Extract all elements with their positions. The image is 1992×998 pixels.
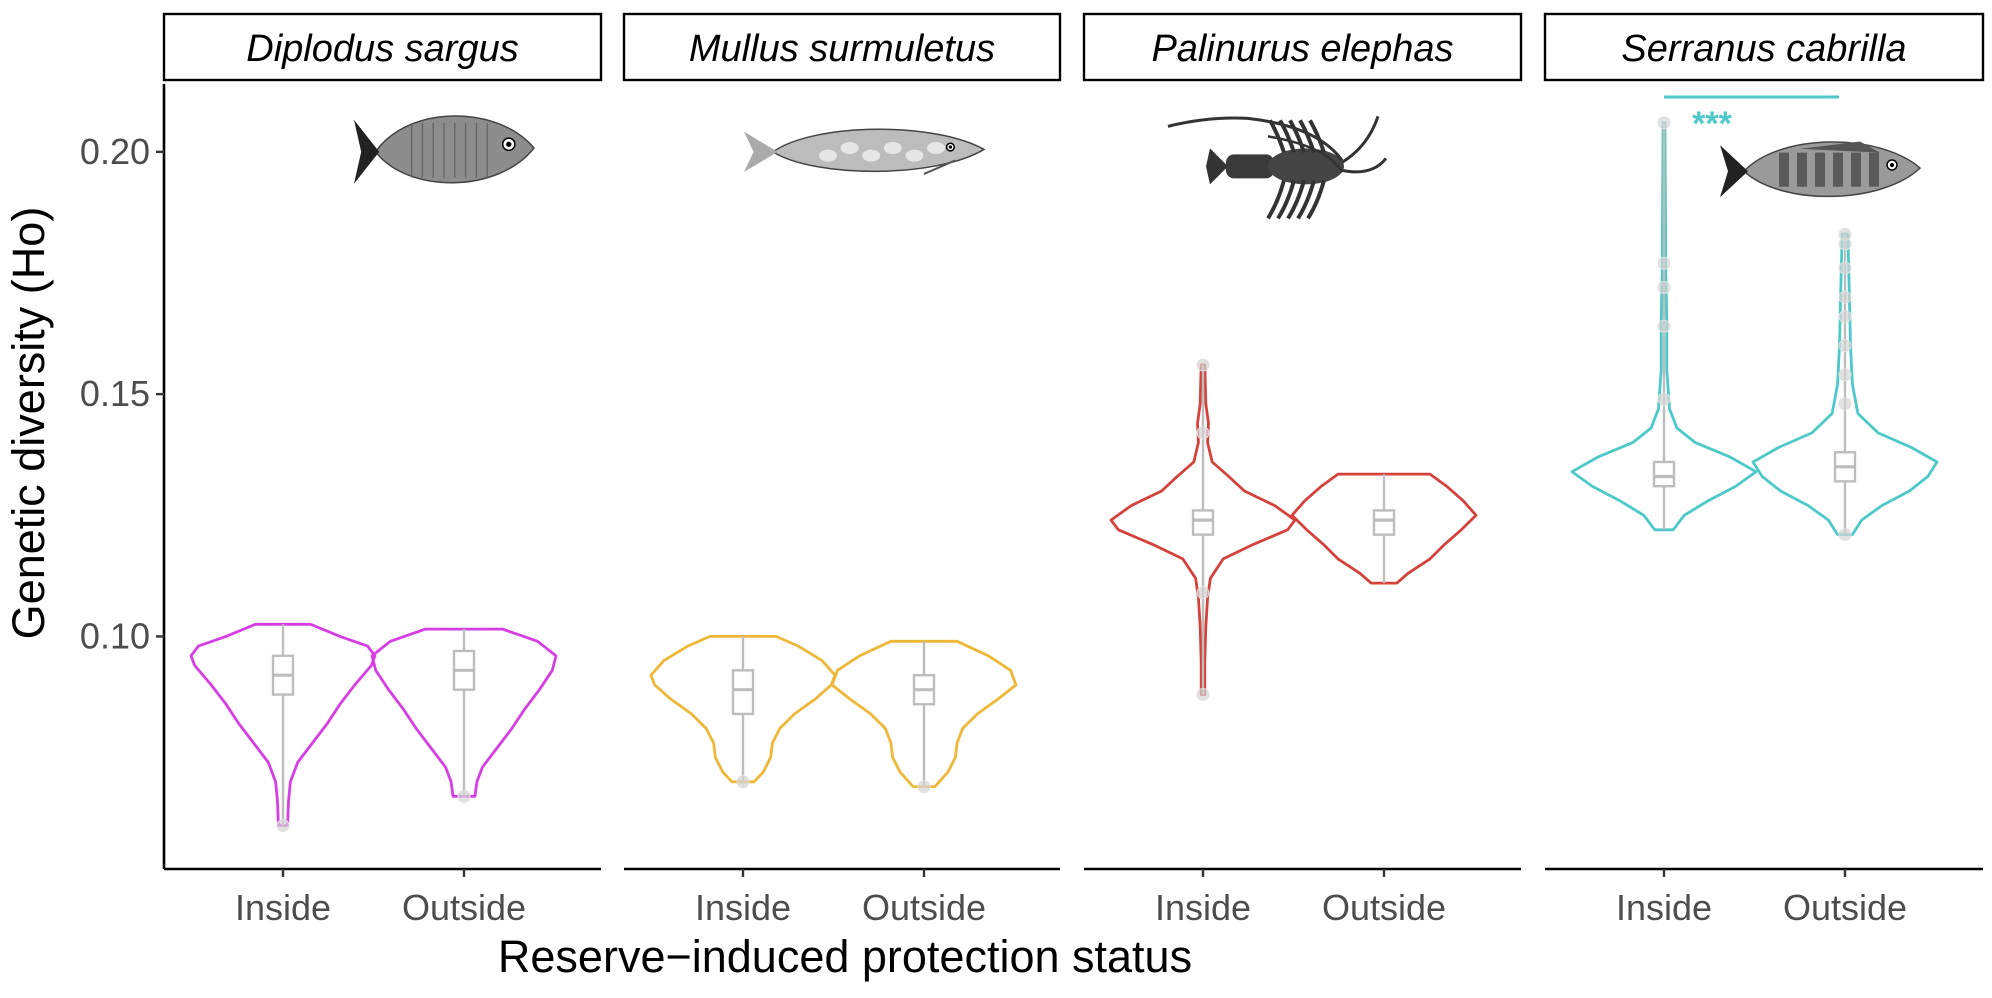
x-axis-title: Reserve−induced protection status	[498, 931, 1192, 982]
significance-label: ***	[1692, 105, 1732, 143]
fish-banded-icon	[1720, 141, 1922, 198]
outlier-point	[1196, 358, 1210, 372]
x-tick-label: Inside	[235, 887, 331, 928]
fish-deep-icon	[354, 115, 535, 184]
outlier-point	[917, 780, 931, 794]
x-tick-label: Outside	[1783, 887, 1907, 928]
strip-label: Palinurus elephas	[1151, 28, 1453, 70]
panel: Palinurus elephas Inside Outside	[1082, 12, 1523, 928]
outlier-point	[1657, 256, 1671, 270]
box	[731, 669, 755, 716]
y-tick-label: 0.20	[80, 131, 150, 172]
outlier-point	[276, 818, 290, 832]
box	[1652, 460, 1676, 488]
box	[1191, 509, 1215, 536]
outlier-point	[1838, 261, 1852, 275]
violin-shape	[830, 639, 1018, 788]
outlier-point	[1838, 528, 1852, 542]
strip-box	[1543, 12, 1985, 82]
y-axis-title: Genetic diversity (Ho)	[3, 207, 54, 640]
x-tick-label: Inside	[1155, 887, 1251, 928]
strip-label: Mullus surmuletus	[689, 28, 995, 70]
outlier-point	[1838, 290, 1852, 304]
outlier-point	[1657, 116, 1671, 130]
outlier-point	[1196, 586, 1210, 600]
panel: Mullus surmuletus Inside Outside	[622, 12, 1062, 928]
strip-label: Serranus cabrilla	[1621, 28, 1906, 70]
outlier-point	[1838, 339, 1852, 353]
outlier-point	[1838, 397, 1852, 411]
violin-shape	[649, 635, 837, 784]
outlier-point	[1838, 310, 1852, 324]
strip-box	[622, 12, 1062, 82]
strip-label: Diplodus sargus	[246, 28, 518, 70]
outlier-point	[736, 775, 750, 789]
panel: Serranus cabrilla Inside Outside ***	[1543, 12, 1985, 928]
panel: Diplodus sargus Inside Outside	[162, 12, 603, 928]
fish-long-icon	[744, 128, 986, 175]
violin-shape	[189, 622, 377, 827]
y-tick-label: 0.15	[80, 373, 150, 414]
outlier-point	[457, 789, 471, 803]
y-tick-label: 0.10	[80, 615, 150, 656]
x-tick-label: Outside	[402, 887, 526, 928]
violin-shape	[370, 627, 558, 798]
outlier-point	[1838, 368, 1852, 382]
strip-box	[162, 12, 603, 82]
box	[1372, 509, 1396, 536]
x-tick-label: Outside	[1322, 887, 1446, 928]
strip-box	[1082, 12, 1523, 82]
outlier-point	[1196, 426, 1210, 440]
x-tick-label: Inside	[695, 887, 791, 928]
outlier-point	[1657, 392, 1671, 406]
outlier-point	[1196, 688, 1210, 702]
lobster-icon	[1167, 115, 1388, 220]
violin-shape	[1290, 472, 1478, 585]
x-tick-label: Inside	[1616, 887, 1712, 928]
x-tick-label: Outside	[862, 887, 986, 928]
outlier-point	[1838, 227, 1852, 241]
outlier-point	[1657, 281, 1671, 295]
outlier-point	[1657, 319, 1671, 333]
